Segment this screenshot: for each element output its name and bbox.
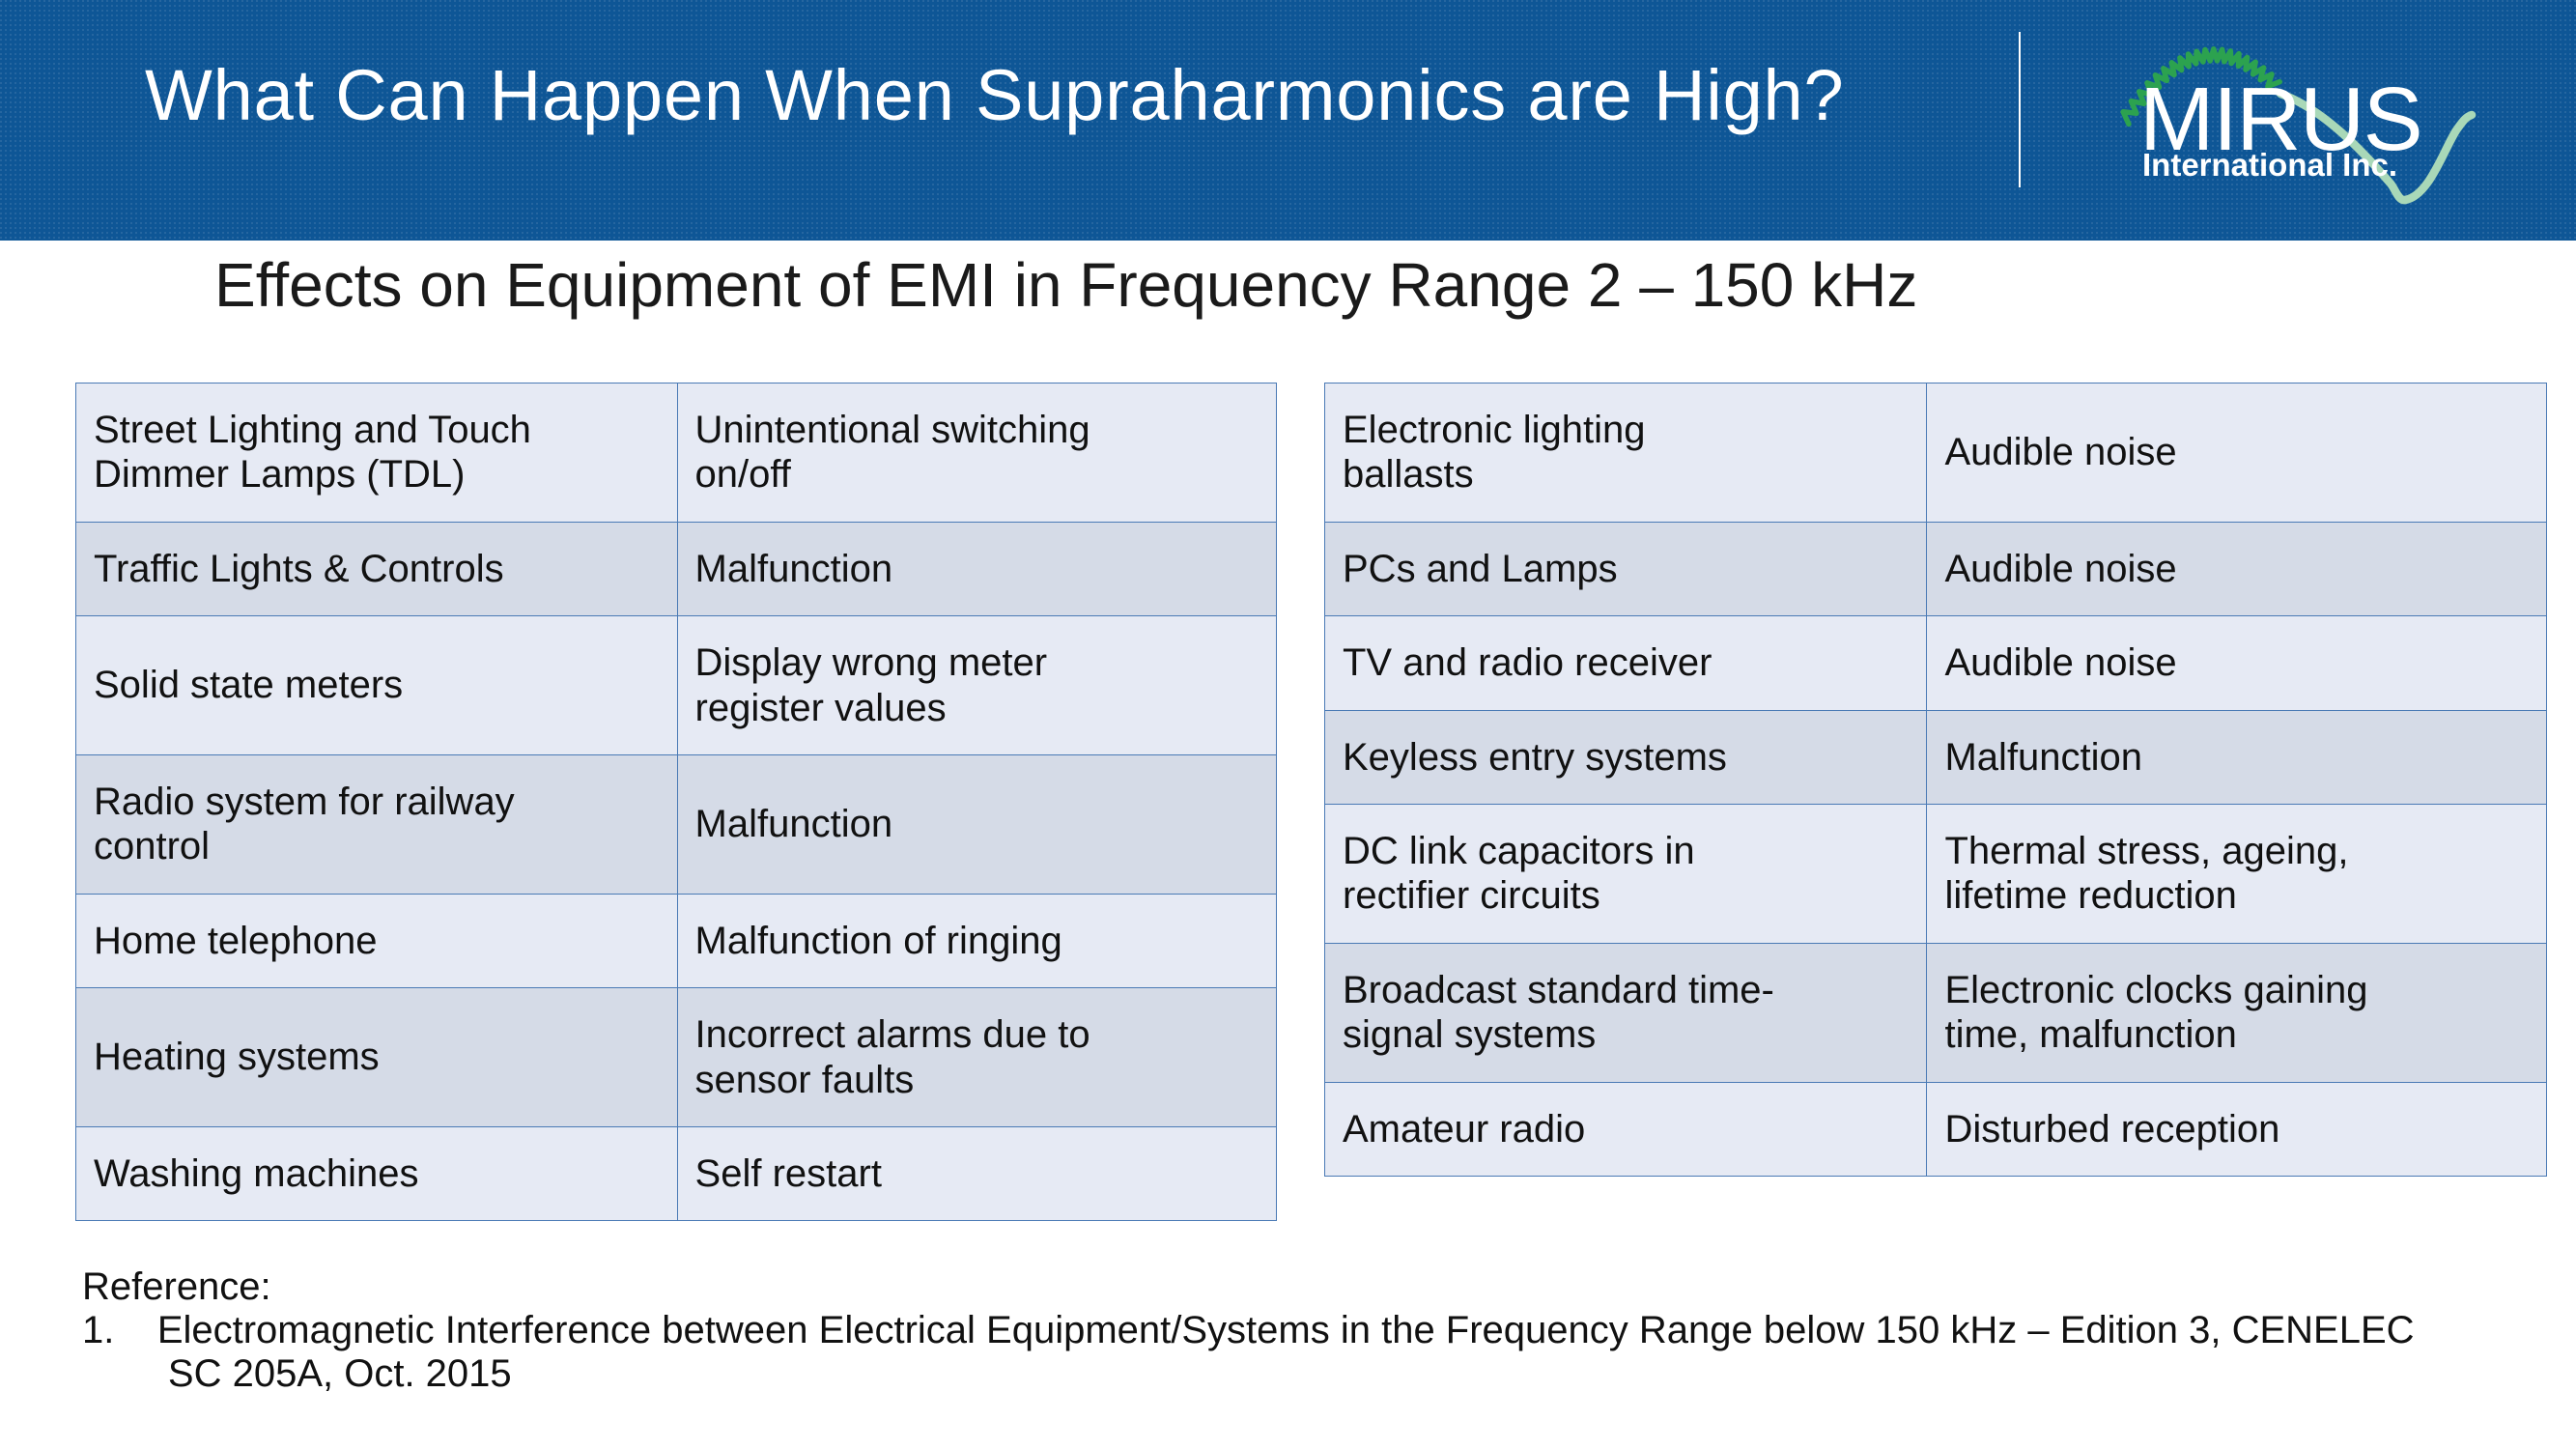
svg-text:International Inc.: International Inc. — [2142, 147, 2397, 183]
